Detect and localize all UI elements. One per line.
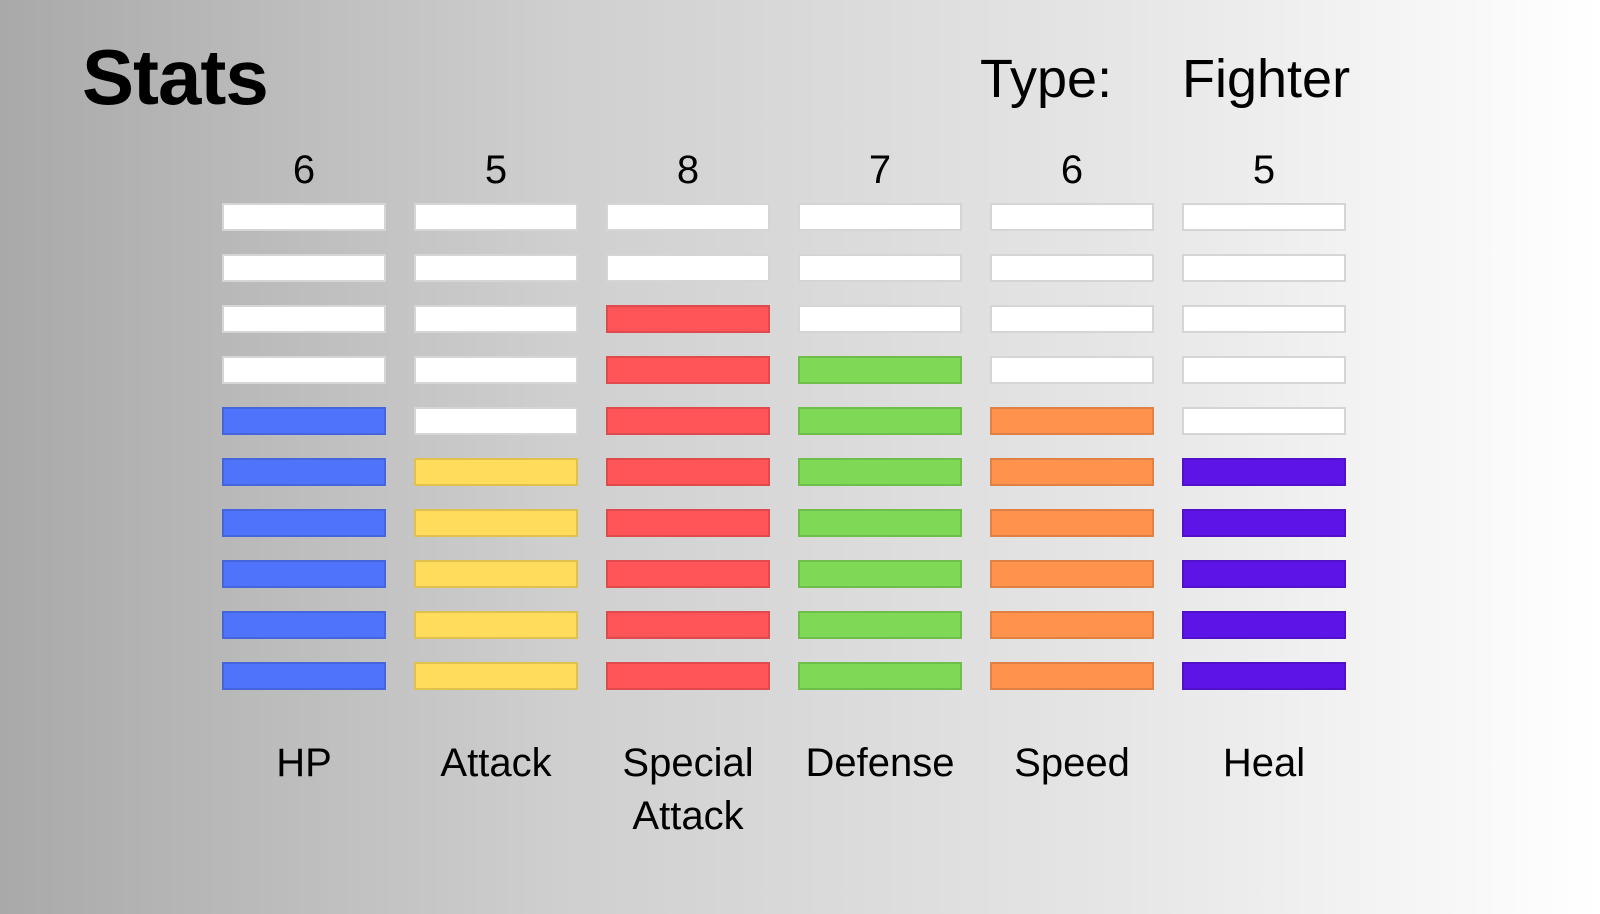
stat-bar-filled <box>798 509 962 537</box>
stat-bar-empty <box>606 254 770 282</box>
stat-bar-empty <box>414 254 578 282</box>
page-title: Stats <box>82 33 269 121</box>
type-row: Type: Fighter <box>980 49 1350 109</box>
stat-bar-empty <box>222 305 386 333</box>
type-label: Type: <box>980 49 1113 109</box>
stat-bar-filled <box>1182 509 1346 537</box>
stat-bar-filled <box>990 611 1154 639</box>
stat-bar-filled <box>798 662 962 690</box>
stat-bar-empty <box>798 203 962 231</box>
stat-bar-filled <box>798 560 962 588</box>
stat-column: 7 Defense <box>798 0 962 914</box>
stat-bar-empty <box>990 203 1154 231</box>
stat-bar-empty <box>222 254 386 282</box>
stat-bar-empty <box>1182 407 1346 435</box>
stat-bar-empty <box>414 305 578 333</box>
stat-bar-filled <box>1182 560 1346 588</box>
stat-bar-empty <box>222 356 386 384</box>
stat-bar-filled <box>1182 611 1346 639</box>
stat-bar-filled <box>1182 458 1346 486</box>
stat-bar-filled <box>990 458 1154 486</box>
stat-value: 7 <box>868 148 892 192</box>
stat-bar-filled <box>222 407 386 435</box>
stat-bar-empty <box>990 356 1154 384</box>
stat-bar-empty <box>1182 356 1346 384</box>
stat-bar-filled <box>414 458 578 486</box>
stat-label: Attack <box>440 741 552 785</box>
stat-value: 5 <box>484 148 508 192</box>
stat-bar-filled <box>606 305 770 333</box>
stat-bar-filled <box>606 458 770 486</box>
stat-bar-empty <box>990 305 1154 333</box>
stat-bar-filled <box>798 356 962 384</box>
stat-bar-filled <box>414 662 578 690</box>
stat-bar-filled <box>222 560 386 588</box>
stat-bar-filled <box>990 509 1154 537</box>
stat-bar-empty <box>1182 305 1346 333</box>
stat-column: 5 Heal <box>1182 0 1346 914</box>
type-value: Fighter <box>1182 49 1351 109</box>
stat-bar-filled <box>606 407 770 435</box>
stat-bar-empty <box>1182 254 1346 282</box>
stat-bar-filled <box>1182 662 1346 690</box>
stat-value: 8 <box>676 148 700 192</box>
stat-bar-filled <box>606 662 770 690</box>
stat-bar-filled <box>222 458 386 486</box>
stat-bar-empty <box>606 203 770 231</box>
stat-bar-empty <box>798 305 962 333</box>
stat-bar-filled <box>606 509 770 537</box>
stat-bar-filled <box>798 458 962 486</box>
stat-bar-filled <box>798 407 962 435</box>
stat-value: 5 <box>1252 148 1276 192</box>
stat-bar-filled <box>990 662 1154 690</box>
stat-bar-filled <box>990 560 1154 588</box>
stat-bar-empty <box>414 203 578 231</box>
stat-bar-filled <box>222 662 386 690</box>
stat-column: 6 Speed <box>990 0 1154 914</box>
stat-bar-empty <box>222 203 386 231</box>
stat-bar-filled <box>798 611 962 639</box>
stat-bar-empty <box>414 356 578 384</box>
stat-label: Defense <box>805 741 955 785</box>
stat-bar-filled <box>606 560 770 588</box>
stat-label: Speed <box>1014 741 1130 785</box>
stat-bar-empty <box>798 254 962 282</box>
stat-bar-filled <box>990 407 1154 435</box>
stat-bar-empty <box>414 407 578 435</box>
stat-bar-filled <box>414 509 578 537</box>
stat-bar-filled <box>414 611 578 639</box>
stat-bar-filled <box>222 611 386 639</box>
stat-label: Heal <box>1222 741 1306 785</box>
stat-value: 6 <box>1060 148 1084 192</box>
stat-column: 8 Special Attack <box>606 0 770 914</box>
stat-column: 6 HP <box>222 0 386 914</box>
stat-bar-empty <box>1182 203 1346 231</box>
stat-label: HP <box>276 741 332 785</box>
stat-bar-filled <box>606 611 770 639</box>
stat-value: 6 <box>292 148 316 192</box>
stat-bar-filled <box>222 509 386 537</box>
stat-label: Special Attack <box>622 741 754 838</box>
stat-bar-filled <box>606 356 770 384</box>
stat-column: 5 Attack <box>414 0 578 914</box>
stat-bar-empty <box>990 254 1154 282</box>
stat-bar-filled <box>414 560 578 588</box>
